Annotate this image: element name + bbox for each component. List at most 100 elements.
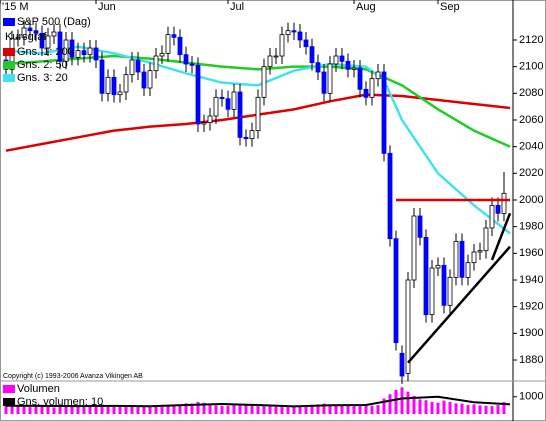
candle-body — [39, 32, 45, 49]
volume-bar — [28, 407, 32, 414]
volume-bar — [130, 406, 134, 414]
y-tick-label: 1920 — [519, 301, 543, 313]
volume-bar — [154, 406, 158, 414]
legend-entry-swatch — [3, 48, 15, 56]
candle-body — [27, 27, 33, 32]
candle-body — [207, 115, 213, 124]
candle-body — [51, 31, 57, 37]
legend-title: S&P 500 (Dag) — [17, 16, 91, 28]
volume-bar — [94, 406, 98, 414]
volume-bar — [148, 405, 152, 414]
candle-body — [171, 34, 177, 38]
volume-bar — [274, 406, 278, 414]
volume-bar — [196, 401, 200, 414]
volume-bar — [358, 404, 362, 414]
volume-bar — [76, 405, 80, 414]
volume-bar — [16, 406, 20, 414]
candle-body — [405, 279, 411, 374]
candle-body — [201, 122, 207, 125]
volume-bar — [376, 405, 380, 414]
y-tick-label: 1900 — [519, 327, 543, 339]
candle-body — [225, 98, 231, 110]
candle-body — [441, 264, 447, 306]
volume-bar — [418, 399, 422, 414]
candle-body — [267, 55, 273, 68]
candle-body — [357, 67, 363, 90]
y-tick-label: 2020 — [519, 167, 543, 179]
volume-bar — [214, 405, 218, 414]
candle-body — [63, 39, 69, 62]
candle-body — [423, 236, 429, 316]
candle-body — [15, 36, 21, 40]
volume-bar — [382, 398, 386, 414]
legend-volume-average-swatch — [3, 398, 15, 406]
x-tick-label: Jun — [98, 1, 116, 13]
candle-body — [273, 55, 279, 58]
candle-body — [123, 74, 129, 93]
volume-bar — [142, 406, 146, 414]
volume-bar — [442, 400, 446, 414]
volume-bar — [352, 405, 356, 414]
volume-bar — [202, 402, 206, 414]
volume-bar — [370, 405, 374, 414]
candle-body — [153, 55, 159, 72]
x-tick-label: '15 M — [2, 1, 29, 13]
volume-bar — [322, 403, 326, 414]
candle-body — [453, 240, 459, 278]
volume-bar — [238, 403, 242, 414]
volume-bar — [4, 405, 8, 414]
volume-bar — [466, 405, 470, 414]
volume-bar — [424, 400, 428, 414]
volume-bar — [400, 387, 404, 414]
candle-body — [297, 31, 303, 41]
candle-body — [57, 31, 63, 62]
candle-body — [495, 204, 501, 214]
candle-body — [141, 71, 147, 89]
candle-body — [363, 88, 369, 98]
legend-entry-swatch — [3, 61, 15, 69]
candle-body — [315, 62, 321, 73]
candle-body — [147, 70, 153, 89]
volume-bar — [448, 401, 452, 414]
volume-bar — [364, 404, 368, 414]
volume-bar — [460, 403, 464, 414]
volume-bar — [106, 405, 110, 414]
candle-body — [195, 64, 201, 125]
legend-entry-swatch — [3, 74, 15, 82]
volume-bar — [340, 405, 344, 414]
volume-bar — [346, 405, 350, 414]
legend-volume-average: Gns. volumen: 10 — [17, 396, 103, 408]
volume-bar — [172, 405, 176, 414]
candle-body — [81, 50, 87, 56]
candle-body — [327, 63, 333, 94]
trend-line — [407, 245, 511, 364]
volume-bar — [118, 406, 122, 414]
y-tick-label: 2080 — [519, 87, 543, 99]
candle-body — [351, 67, 357, 70]
candle-body — [411, 215, 417, 281]
x-tick-label: Sep — [440, 1, 460, 13]
candle-body — [231, 91, 237, 110]
volume-bar — [430, 401, 434, 414]
candle-body — [87, 47, 93, 56]
candle-body — [111, 76, 117, 96]
volume-bar — [112, 406, 116, 414]
y-tick-label: 1940 — [519, 274, 543, 286]
volume-average — [5, 395, 511, 408]
volume-bar — [250, 404, 254, 414]
volume-tick-label: 1000 — [519, 391, 543, 403]
candle-body — [99, 59, 105, 94]
candle-body — [387, 152, 393, 240]
volume-bar — [208, 404, 212, 414]
copyright: Copyright (c) 1993-2006 Avanza Vikingen … — [3, 373, 143, 380]
volume-bar — [256, 405, 260, 414]
y-tick-label: 2120 — [519, 34, 543, 46]
volume-bar — [280, 406, 284, 414]
candle-body — [501, 192, 507, 214]
candle-body — [447, 276, 453, 306]
volume-bar — [286, 407, 290, 414]
legend-volume-swatch — [3, 385, 15, 393]
candle-body — [417, 215, 423, 238]
volume-bar — [46, 406, 50, 414]
